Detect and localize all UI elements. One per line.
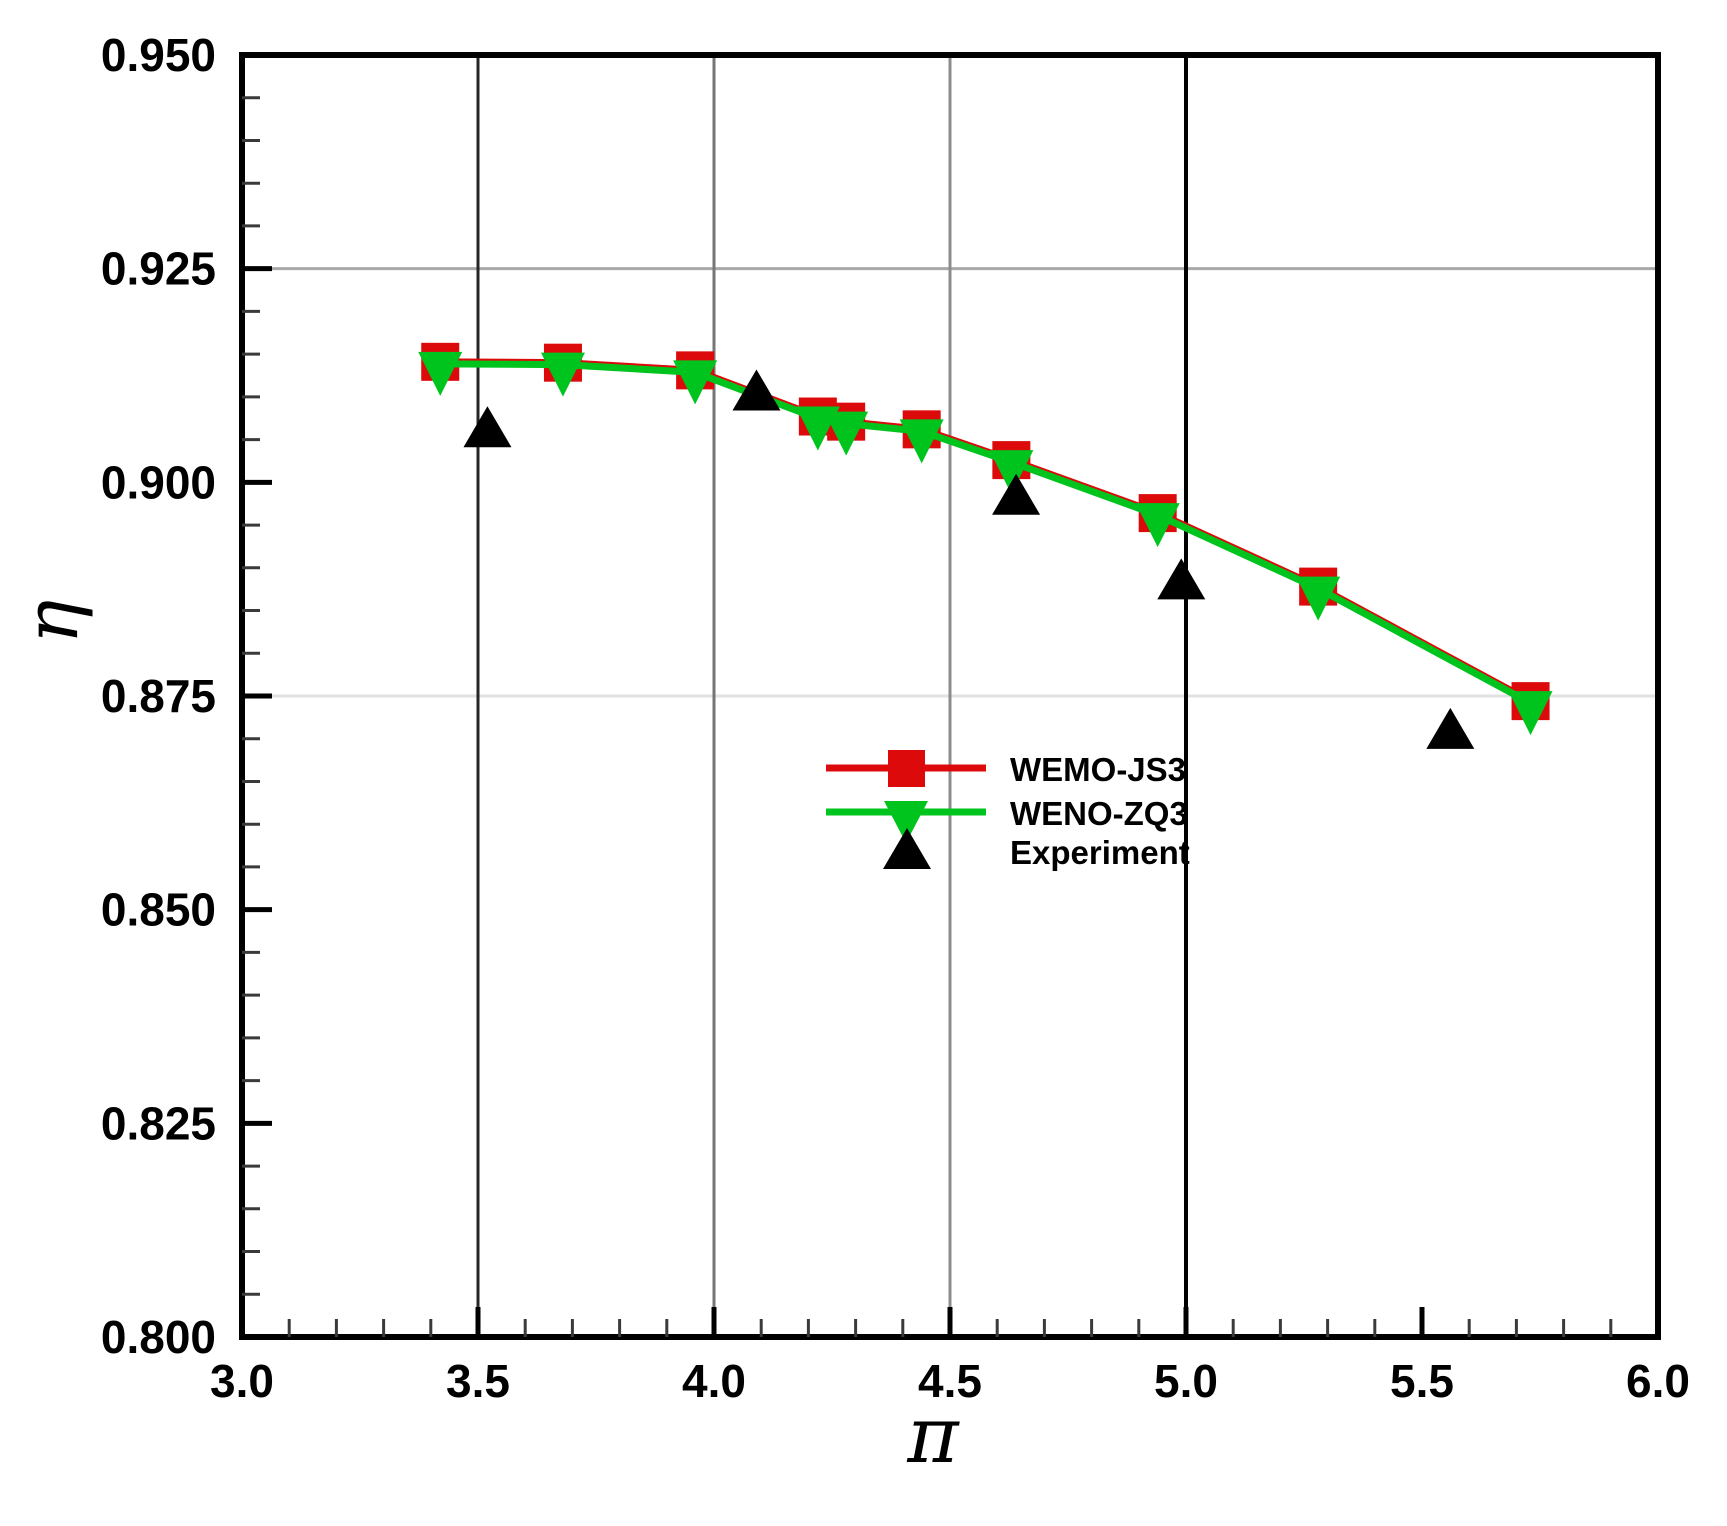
x-axis-title: π	[906, 1391, 960, 1481]
legend-item-wemo-js3: WEMO-JS3	[826, 750, 1186, 788]
y-tick-label: 0.825	[101, 1097, 216, 1149]
experiment-marker-icon	[883, 828, 931, 869]
marker-weno-zq3	[1135, 503, 1180, 548]
marker-weno-zq3	[1296, 576, 1341, 621]
legend-label-weno-zq3: WENO-ZQ3	[1010, 795, 1188, 832]
marker-experiment	[1426, 707, 1475, 749]
x-tick-label: 5.0	[1154, 1355, 1218, 1407]
x-tick-label: 4.0	[682, 1355, 746, 1407]
marker-weno-zq3	[673, 360, 718, 405]
marker-experiment	[992, 473, 1041, 515]
y-tick-label: 0.800	[101, 1311, 216, 1363]
legend-label-wemo-js3: WEMO-JS3	[1010, 751, 1186, 788]
y-tick-label: 0.950	[101, 29, 216, 81]
series-line-weno-zq3	[440, 360, 1533, 707]
x-tick-label: 3.0	[210, 1355, 274, 1407]
weno-zq3-marker-icon	[884, 801, 928, 843]
marker-weno-zq3	[824, 411, 869, 456]
marker-experiment	[1157, 558, 1206, 600]
legend-item-experiment: Experiment	[883, 828, 1190, 871]
y-tick-label: 0.875	[101, 670, 216, 722]
marker-weno-zq3	[540, 352, 585, 397]
marker-weno-zq3	[418, 351, 463, 396]
x-tick-label: 6.0	[1626, 1355, 1690, 1407]
wemo-js3-marker-icon	[888, 750, 925, 787]
legend-label-experiment: Experiment	[1010, 834, 1190, 871]
y-tick-label: 0.850	[101, 884, 216, 936]
x-tick-label: 3.5	[446, 1355, 510, 1407]
marker-weno-zq3	[989, 450, 1034, 495]
series-line-wemo-js3	[440, 358, 1533, 705]
y-axis-title: η	[9, 600, 95, 644]
y-tick-label: 0.900	[101, 456, 216, 508]
x-tick-label: 5.5	[1390, 1355, 1454, 1407]
chart-legend: WEMO-JS3 WENO-ZQ3 Experiment	[826, 750, 1190, 871]
marker-experiment	[732, 369, 781, 411]
marker-weno-zq3	[1508, 691, 1553, 736]
marker-weno-zq3	[899, 419, 944, 464]
legend-item-weno-zq3: WENO-ZQ3	[826, 795, 1188, 843]
y-tick-label: 0.925	[101, 243, 216, 295]
marker-experiment	[463, 406, 512, 448]
x-tick-label: 4.5	[918, 1355, 982, 1407]
plot-generated-layer: 3.0 3.5 4.0 4.5 5.0 5.5 6.0 0.950 0.925 0.900 0.87…	[101, 29, 1690, 1407]
